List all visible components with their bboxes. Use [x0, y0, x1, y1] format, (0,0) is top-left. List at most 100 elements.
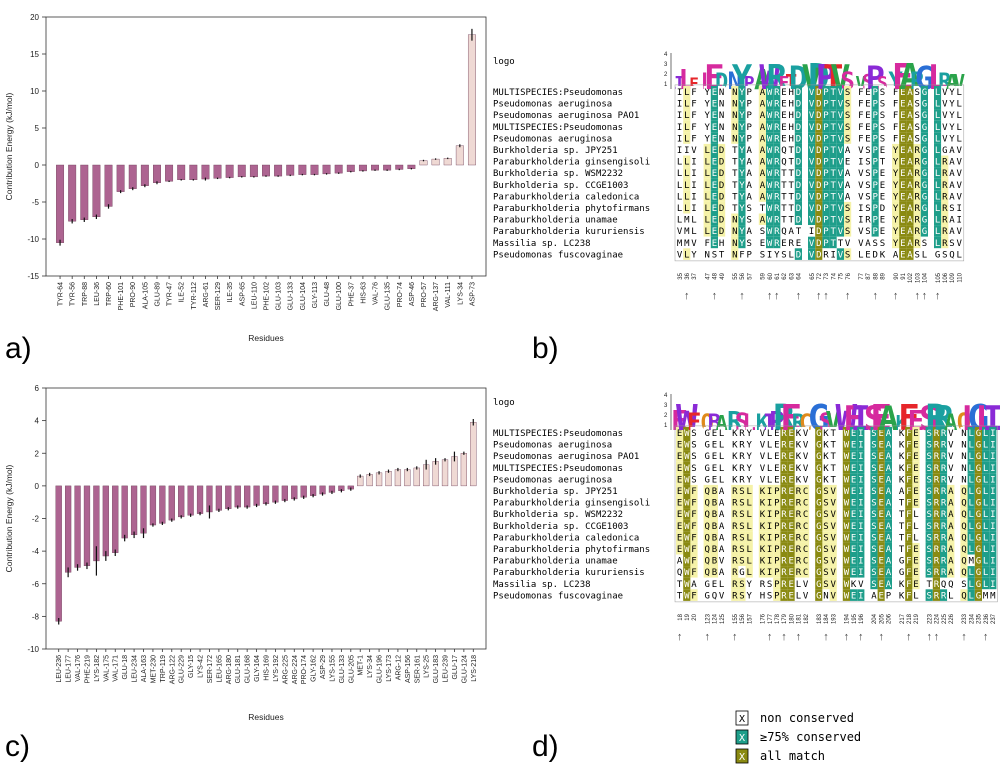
residue-cell: [683, 236, 691, 249]
residue-letter: A: [949, 192, 955, 202]
residue-cell: [731, 155, 739, 168]
residue-cell: [758, 236, 766, 249]
residue-cell: [690, 566, 698, 578]
residue-cell: [870, 426, 878, 439]
residue-letter: E: [913, 452, 918, 462]
residue-letter: I: [990, 429, 995, 439]
residue-cell: [683, 85, 691, 98]
residue-letter: L: [796, 580, 801, 590]
residue-cell: [683, 542, 691, 555]
residue-cell: [857, 566, 865, 578]
residue-letter: R: [942, 239, 948, 249]
residue-letter: Y: [949, 134, 955, 144]
residue-cell: [808, 109, 816, 121]
residue-cell: [780, 143, 788, 156]
residue-cell: [947, 519, 955, 532]
legend-label: ≥75% conserved: [760, 730, 861, 744]
residue-letter: L: [983, 568, 988, 578]
residue-letter: R: [942, 216, 948, 226]
y-tick-label: 0: [35, 482, 40, 491]
residue-letter: L: [935, 123, 940, 133]
bar-ile-52: [177, 164, 186, 181]
residue-letter: F: [704, 239, 709, 249]
residue-letter: A: [760, 111, 766, 121]
alignment-frame: [674, 84, 965, 262]
residue-letter: V: [809, 100, 815, 110]
residue-cell: [947, 438, 955, 451]
x-tick-label: VAL-76: [373, 282, 380, 305]
residue-cell: [773, 167, 781, 179]
residue-letter: Y: [739, 134, 745, 144]
residue-letter: K: [880, 250, 886, 260]
residue-letter: F: [691, 111, 696, 121]
y-tick-label: -6: [32, 580, 40, 589]
residue-letter: L: [677, 204, 682, 214]
residue-cell: [844, 190, 852, 202]
residue-letter: V: [956, 181, 962, 191]
residue-cell: [877, 542, 885, 555]
residue-letter: E: [851, 487, 856, 497]
residue-letter: R: [934, 522, 940, 532]
residue-letter: T: [830, 88, 836, 98]
residue-letter: F: [893, 111, 898, 121]
residue-cell: [857, 589, 865, 601]
species-name: Paraburkholderia phytofirmans: [493, 204, 650, 214]
residue-cell: [822, 542, 830, 555]
residue-cell: [676, 143, 684, 156]
residue-letter: A: [760, 158, 766, 168]
residue-cell: [758, 155, 766, 168]
residue-cell: [842, 508, 850, 520]
position-label: 155: [733, 613, 739, 624]
residue-cell: [884, 426, 892, 439]
bar-arg-61: [201, 164, 210, 180]
residue-cell: [766, 155, 774, 168]
residue-cell: [794, 132, 802, 144]
x-tick-label: ASP-73: [469, 282, 476, 306]
bar-phe-102: [262, 164, 270, 177]
residue-letter: E: [913, 568, 918, 578]
residue-letter: V: [858, 192, 864, 202]
x-tick-label: LYS-218: [471, 655, 478, 682]
residue-letter: W: [767, 216, 773, 226]
residue-cell: [940, 426, 948, 439]
residue-cell: [815, 132, 823, 144]
residue-letter: E: [865, 111, 870, 121]
residue-cell: [878, 155, 886, 168]
residue-letter: V: [760, 429, 766, 439]
residue-letter: R: [934, 499, 940, 509]
residue-letter: D: [719, 146, 724, 156]
residue-letter: R: [732, 568, 738, 578]
residue-cell: [850, 589, 858, 601]
residue-cell: [787, 97, 795, 110]
residue-cell: [940, 496, 948, 509]
residue-letter: T: [830, 192, 836, 202]
residue-cell: [947, 450, 955, 462]
residue-cell: [683, 589, 691, 601]
y-tick-label: -15: [27, 272, 39, 281]
species-name: Paraburkholderia kururiensis: [493, 227, 645, 237]
residue-letter: G: [816, 464, 821, 474]
residue-letter: I: [767, 568, 772, 578]
residue-cell: [912, 519, 920, 532]
residue-cell: [905, 577, 913, 590]
species-name: Pseudomonas aeruginosa PAO1: [493, 452, 639, 462]
residue-cell: [738, 225, 746, 237]
residue-cell: [731, 132, 739, 144]
arrow-icon: ↑: [872, 290, 878, 302]
residue-letter: G: [922, 192, 927, 202]
residue-letter: E: [913, 441, 918, 451]
residue-letter: S: [691, 452, 696, 462]
residue-cell: [892, 155, 900, 168]
residue-cell: [703, 508, 711, 520]
residue-letter: V: [803, 429, 809, 439]
residue-cell: [710, 201, 718, 214]
residue-cell: [947, 508, 955, 520]
residue-cell: [941, 120, 949, 133]
residue-letter: D: [816, 134, 821, 144]
residue-letter: G: [922, 111, 927, 121]
residue-letter: N: [732, 227, 737, 237]
residue-letter: A: [845, 169, 851, 179]
residue-cell: [878, 132, 886, 144]
residue-letter: E: [712, 580, 717, 590]
residue-cell: [913, 248, 921, 260]
